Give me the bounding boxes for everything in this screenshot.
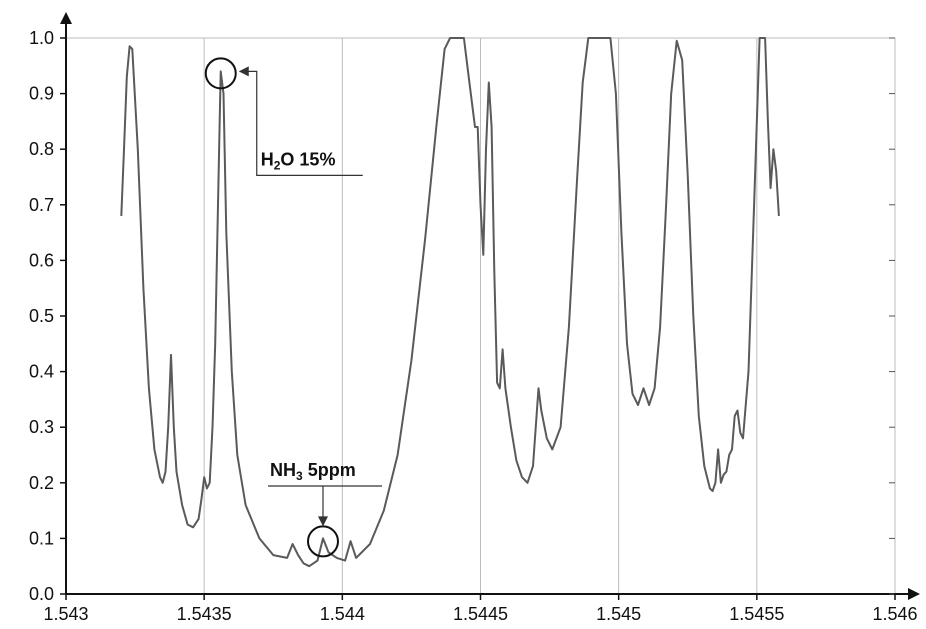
x-tick-labels: 1.543 1.5435 1.544 1.5445 1.545 1.5455 1.546 [43, 604, 917, 624]
transmission-series-line [120, 37, 780, 568]
x-tick-label: 1.545 [596, 604, 641, 624]
h2o-annotation-label: H2O 15% [261, 149, 336, 172]
nh3-annotation-label: NH3 5ppm [270, 460, 356, 483]
y-tick-label: 0.5 [29, 306, 54, 326]
nh3-leader-arrowhead [317, 516, 328, 527]
y-tick-label: 0.8 [29, 139, 54, 159]
y-tick-label: 0.7 [29, 195, 54, 215]
axes [60, 12, 920, 600]
y-tick-label: 0.0 [29, 584, 54, 604]
annotations: H2O 15% NH3 5ppm [204, 57, 382, 558]
h2o-leader-arrowhead [238, 66, 249, 77]
y-tick-label: 0.9 [29, 84, 54, 104]
y-tick-label: 0.3 [29, 417, 54, 437]
y-tick-label: 0.1 [29, 528, 54, 548]
h2o-peak-marker-circle [204, 57, 237, 90]
x-tick-label: 1.543 [43, 604, 88, 624]
x-tick-label: 1.546 [872, 604, 917, 624]
series-group [120, 37, 780, 568]
x-tick-label: 1.5445 [453, 604, 508, 624]
y-tick-label: 0.4 [29, 362, 54, 382]
x-tick-label: 1.5455 [729, 604, 784, 624]
y-tick-label: 0.6 [29, 250, 54, 270]
h2o-leader-line [242, 70, 363, 176]
x-axis-arrowhead [908, 588, 920, 600]
y-tick-labels: 0.0 0.1 0.2 0.3 0.4 0.5 0.6 0.7 0.8 0.9 1.0 [29, 28, 54, 604]
x-tick-label: 1.544 [320, 604, 365, 624]
y-tick-label: 1.0 [29, 28, 54, 48]
grid [66, 37, 896, 594]
y-tick-label: 0.2 [29, 473, 54, 493]
y-axis-arrowhead [60, 12, 72, 24]
x-tick-label: 1.5435 [177, 604, 232, 624]
